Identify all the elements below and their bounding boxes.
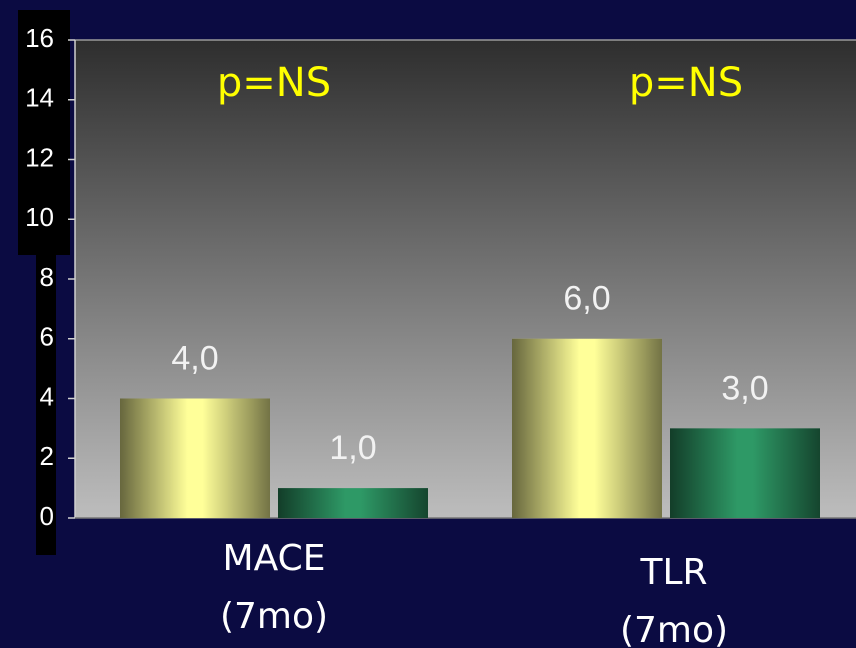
tick-label-backdrop — [36, 255, 56, 555]
y-tick-label: 4 — [40, 381, 54, 411]
y-tick-label: 2 — [40, 441, 54, 471]
y-tick-label: 16 — [25, 23, 54, 53]
y-tick-label: 12 — [25, 142, 54, 172]
y-tick-label: 10 — [25, 202, 54, 232]
annotation: p=NS — [217, 60, 331, 106]
x-tick-label-line: (7mo) — [620, 610, 728, 648]
y-tick-label: 8 — [40, 262, 54, 292]
bar-shading — [120, 398, 270, 518]
value-label: 6,0 — [563, 280, 610, 318]
x-tick-label-line: (7mo) — [220, 596, 328, 637]
value-label: 1,0 — [329, 429, 376, 467]
x-tick-label: TLR (7mo) — [620, 552, 728, 648]
value-label: 3,0 — [721, 369, 768, 407]
y-tick-label: 0 — [40, 501, 54, 531]
annotation: p=NS — [629, 60, 743, 106]
x-tick-label-line: TLR — [639, 552, 707, 593]
x-tick-label: MACE (7mo) — [220, 538, 328, 637]
value-label: 4,0 — [171, 339, 218, 377]
bar-shading — [670, 428, 820, 518]
bar-shading — [278, 488, 428, 518]
y-tick-label: 14 — [25, 83, 54, 113]
bar-shading — [512, 338, 662, 518]
x-tick-label-line: MACE — [223, 538, 326, 579]
y-tick-label: 6 — [40, 322, 54, 352]
tick-label-backdrop — [18, 10, 70, 255]
